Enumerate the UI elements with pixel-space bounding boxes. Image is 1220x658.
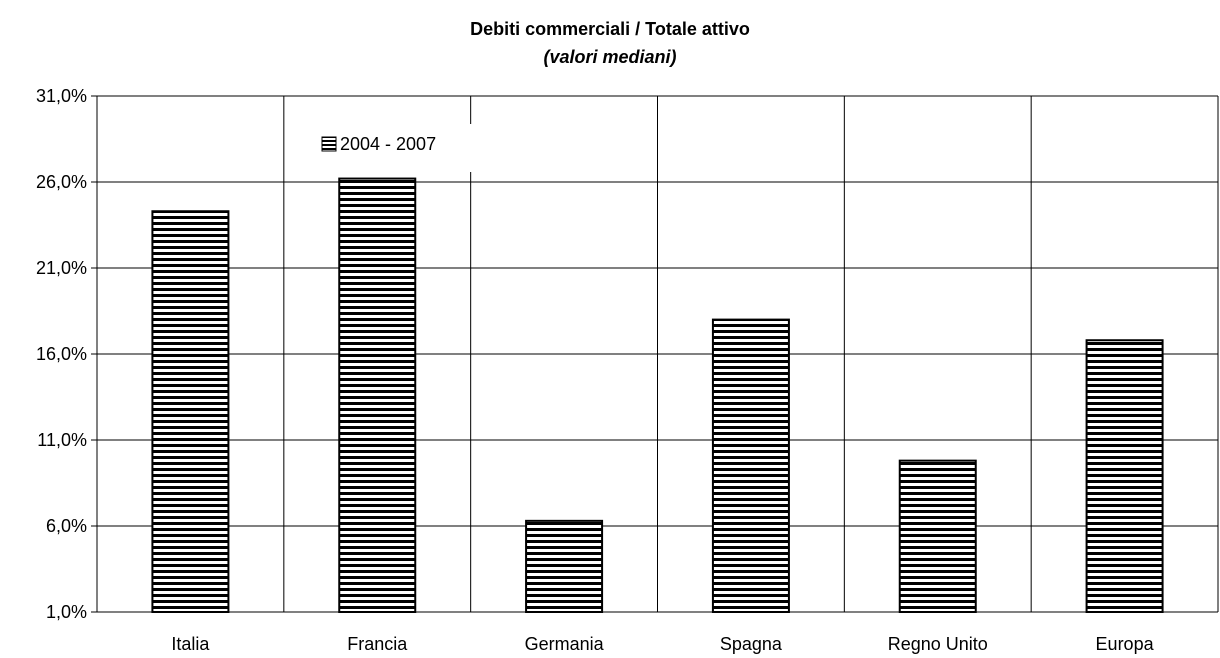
bar-italia [151, 210, 230, 614]
chart-subtitle: (valori mediani) [543, 47, 676, 67]
y-tick-label: 21,0% [36, 258, 87, 278]
x-tick-label: Europa [1096, 634, 1155, 654]
x-tick-label: Spagna [720, 634, 783, 654]
bar-europa [1085, 339, 1164, 613]
y-tick-label: 31,0% [36, 86, 87, 106]
chart-title: Debiti commerciali / Totale attivo [470, 19, 750, 39]
legend-label: 2004 - 2007 [340, 134, 436, 154]
x-tick-label: Germania [525, 634, 605, 654]
x-tick-label: Francia [347, 634, 408, 654]
x-tick-label: Italia [171, 634, 210, 654]
legend: 2004 - 2007 [306, 124, 476, 172]
y-tick-label: 1,0% [46, 602, 87, 622]
y-tick-label: 16,0% [36, 344, 87, 364]
y-tick-label: 6,0% [46, 516, 87, 536]
y-tick-label: 26,0% [36, 172, 87, 192]
bar-regno-unito [898, 459, 977, 614]
x-axis: Italia Francia Germania Spagna Regno Unito Eu… [97, 611, 1218, 654]
legend-swatch [321, 136, 337, 152]
gridlines [97, 95, 1218, 613]
x-tick-label: Regno Unito [888, 634, 988, 654]
bar-francia [338, 177, 417, 613]
y-tick-label: 11,0% [37, 430, 87, 450]
bar-germania [525, 519, 604, 614]
bars [151, 177, 1164, 614]
bar-spagna [711, 318, 790, 613]
y-axis: 1,0% 6,0% 11,0% 16,0% 21,0% 26,0% 31,0% [36, 86, 1219, 622]
